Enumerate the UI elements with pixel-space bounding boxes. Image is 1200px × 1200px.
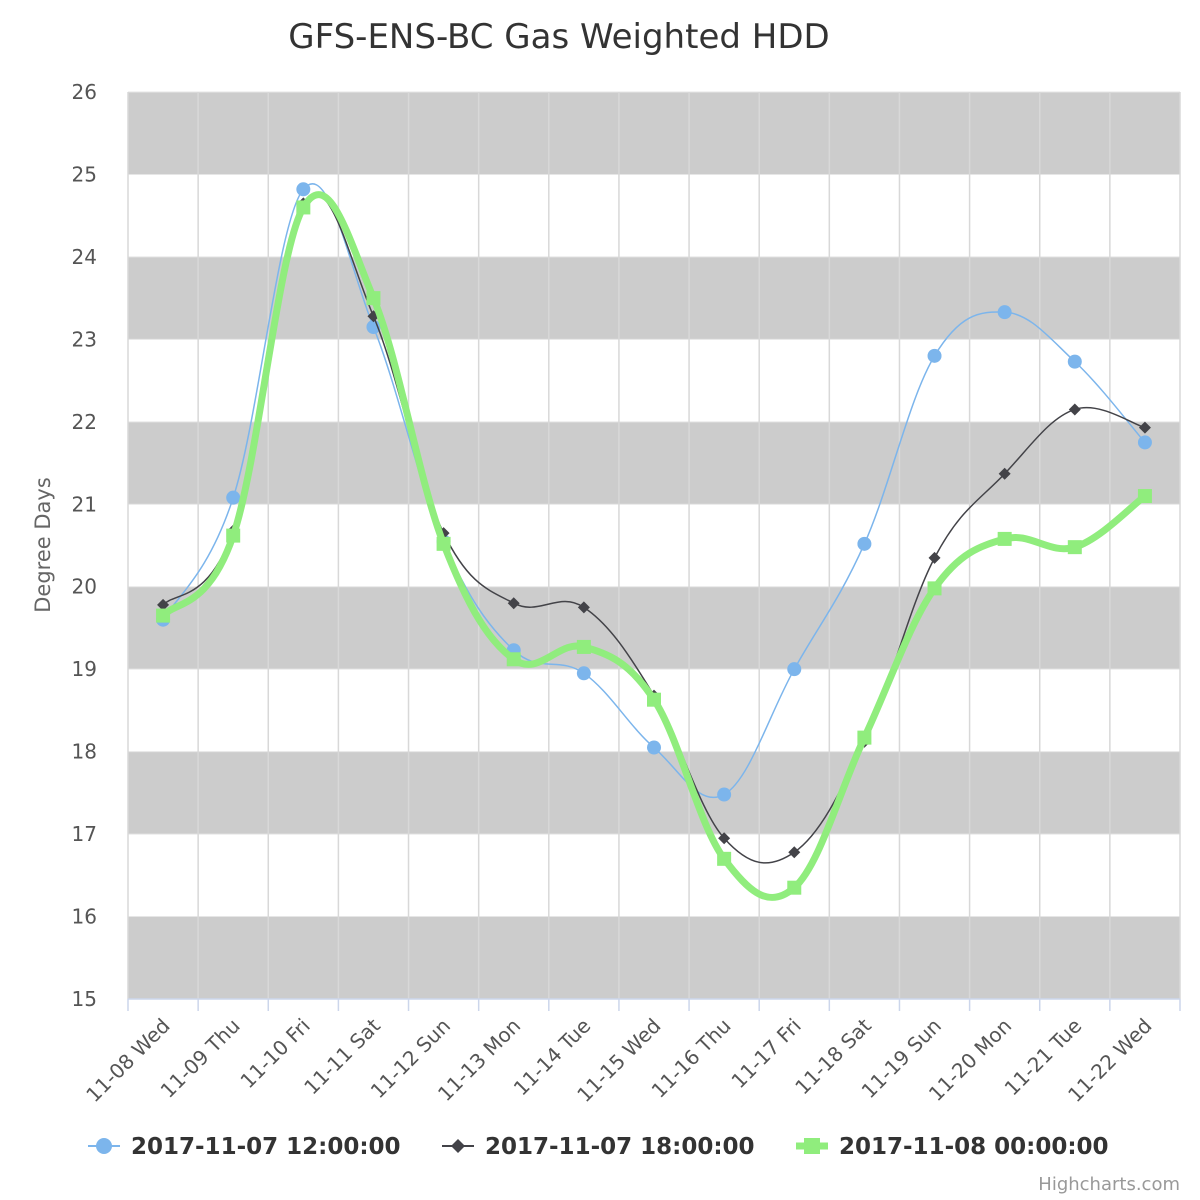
y-tick-label: 19 — [72, 657, 97, 681]
legend-circle-icon — [96, 1138, 112, 1154]
data-point — [1067, 354, 1082, 369]
y-tick-label: 24 — [72, 245, 97, 269]
y-tick-label: 26 — [72, 80, 97, 104]
legend-item-1[interactable]: 2017-11-07 12:00:00 — [88, 1134, 401, 1160]
grid-lines — [127, 91, 1181, 1011]
y-tick-label: 21 — [72, 492, 97, 516]
y-tick-label: 20 — [72, 575, 97, 599]
data-point — [366, 291, 381, 306]
credits-link[interactable]: Highcharts.com — [1038, 1174, 1180, 1195]
y-tick-label: 22 — [72, 410, 97, 434]
data-point — [927, 581, 942, 596]
y-tick-label: 17 — [72, 822, 97, 846]
data-point — [156, 608, 171, 623]
plot-band — [128, 421, 1180, 505]
y-tick-label: 15 — [72, 987, 97, 1011]
data-point — [576, 639, 591, 654]
chart-title: GFS-ENS-BC Gas Weighted HDD — [288, 17, 829, 57]
data-point — [157, 598, 170, 611]
data-point — [928, 551, 941, 564]
data-point — [787, 880, 802, 895]
data-point — [226, 528, 241, 543]
data-point — [787, 662, 802, 677]
data-point — [997, 531, 1012, 546]
data-point — [997, 305, 1012, 320]
data-point — [506, 652, 521, 667]
data-point — [788, 846, 801, 859]
plot-band — [128, 586, 1180, 670]
data-point — [1067, 540, 1082, 555]
data-point — [857, 536, 872, 551]
x-tick-label: 11-08 Wed — [81, 1014, 174, 1107]
y-tick-label: 18 — [72, 740, 97, 764]
data-point — [577, 601, 590, 614]
data-point — [507, 597, 520, 610]
plot-bands — [128, 92, 1180, 999]
y-tick-label: 16 — [72, 905, 97, 929]
data-point — [647, 740, 661, 755]
legend-label: 2017-11-07 12:00:00 — [131, 1134, 401, 1160]
y-tick-label: 23 — [72, 327, 97, 351]
series-3 — [156, 191, 1152, 901]
y-axis-label: Degree Days — [31, 477, 55, 613]
data-point — [717, 787, 732, 802]
data-point — [998, 467, 1011, 480]
data-point — [647, 692, 661, 707]
data-point — [436, 536, 451, 551]
legend[interactable]: 2017-11-07 12:00:00 2017-11-07 18:00:00 20… — [88, 1134, 1109, 1160]
legend-diamond-icon — [451, 1139, 465, 1153]
plot-band — [128, 751, 1180, 835]
data-point — [296, 200, 311, 215]
data-point — [576, 666, 591, 681]
data-point — [226, 490, 241, 505]
legend-label: 2017-11-07 18:00:00 — [485, 1134, 755, 1160]
y-tick-label: 25 — [72, 162, 97, 186]
data-point — [296, 182, 311, 197]
data-point — [717, 851, 732, 866]
legend-item-3[interactable]: 2017-11-08 00:00:00 — [796, 1134, 1109, 1160]
data-point — [857, 730, 872, 745]
legend-square-icon — [804, 1138, 820, 1154]
data-point — [1068, 403, 1081, 416]
plot-band — [128, 916, 1180, 999]
series-group — [156, 182, 1152, 901]
data-point — [1137, 489, 1152, 504]
data-point — [1138, 421, 1151, 434]
data-point — [718, 832, 731, 845]
legend-item-2[interactable]: 2017-11-07 18:00:00 — [442, 1134, 755, 1160]
y-axis-ticks: 15 16 17 18 19 20 21 22 23 24 25 26 — [72, 80, 97, 1011]
data-point — [927, 348, 942, 363]
plot-band — [128, 92, 1180, 175]
legend-label: 2017-11-08 00:00:00 — [839, 1134, 1109, 1160]
plot-band — [128, 256, 1180, 340]
data-point — [1137, 435, 1152, 450]
